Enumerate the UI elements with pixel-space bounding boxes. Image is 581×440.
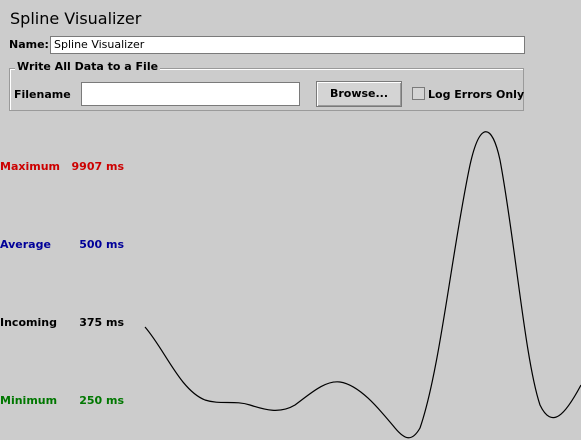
log-errors-label[interactable]: Log Errors Only bbox=[428, 88, 525, 101]
name-label: Name: bbox=[9, 38, 49, 51]
write-data-legend: Write All Data to a File bbox=[15, 60, 161, 73]
maximum-value: 9907 ms bbox=[71, 160, 124, 173]
log-errors-checkbox[interactable] bbox=[412, 87, 425, 100]
maximum-label: Maximum bbox=[0, 160, 60, 173]
average-label: Average bbox=[0, 238, 51, 251]
spline-curve bbox=[144, 131, 581, 439]
filename-label: Filename bbox=[14, 88, 71, 101]
filename-input[interactable] bbox=[81, 82, 300, 106]
write-data-fieldset bbox=[9, 68, 524, 111]
incoming-value: 375 ms bbox=[79, 316, 124, 329]
minimum-value: 250 ms bbox=[79, 394, 124, 407]
window-title: Spline Visualizer bbox=[10, 9, 142, 28]
browse-button[interactable]: Browse... bbox=[316, 81, 402, 107]
name-input[interactable]: Spline Visualizer bbox=[50, 36, 525, 54]
incoming-label: Incoming bbox=[0, 316, 57, 329]
average-value: 500 ms bbox=[79, 238, 124, 251]
minimum-label: Minimum bbox=[0, 394, 58, 407]
